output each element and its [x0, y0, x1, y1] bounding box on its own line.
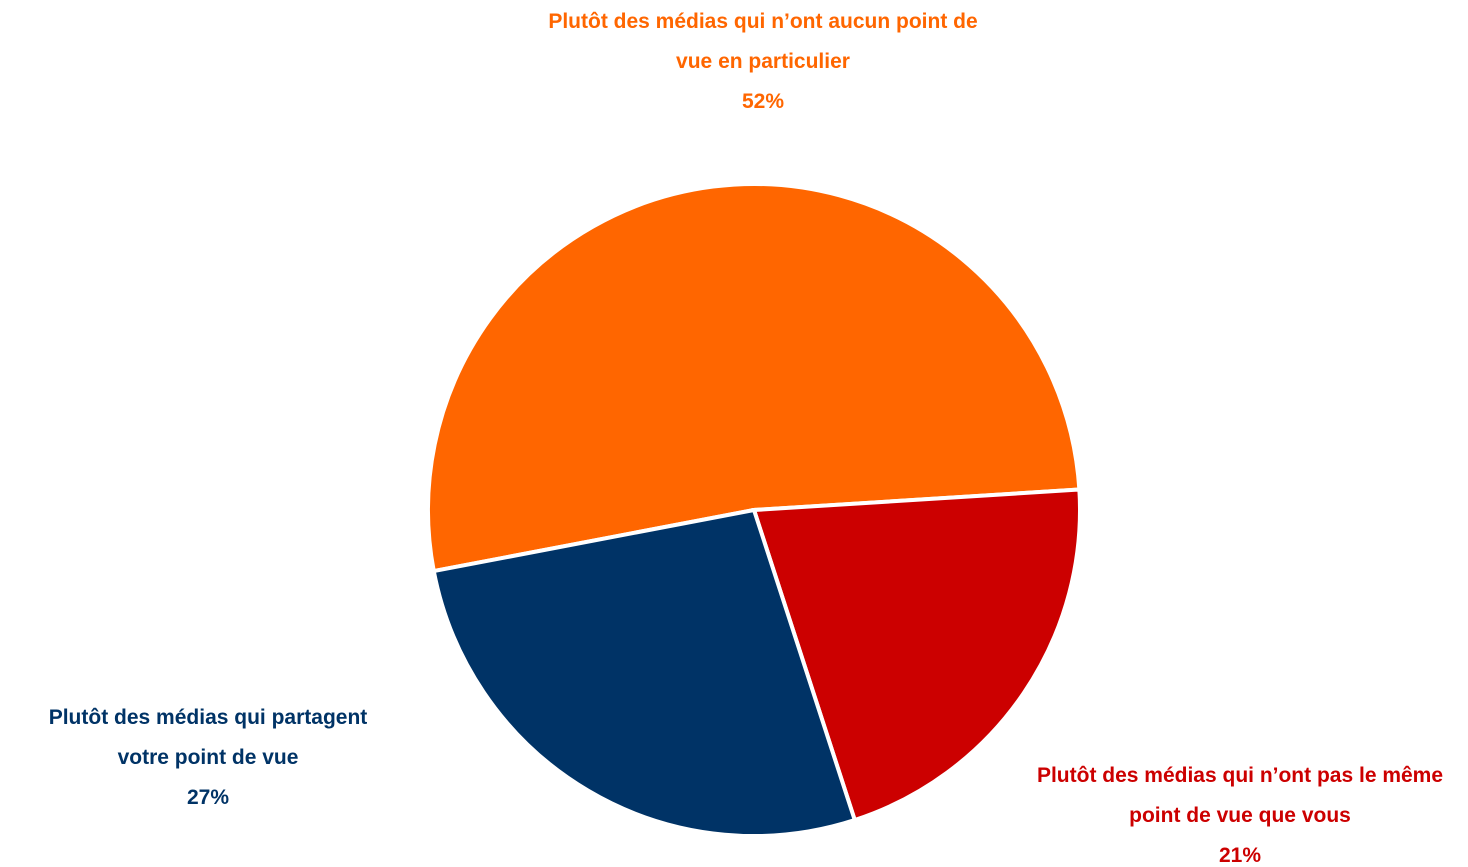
value-label: 52% — [741, 90, 785, 113]
category-label: Plutôt des médias qui n’ont pas le même … — [1036, 764, 1444, 827]
slice-label: Plutôt des médias qui n’ont pas le même … — [1020, 756, 1460, 867]
category-label: Plutôt des médias qui n’ont aucun point … — [548, 10, 978, 73]
value-label: 21% — [1218, 844, 1262, 867]
slice-label: Plutôt des médias qui n’ont aucun point … — [543, 2, 983, 122]
slice-label: Plutôt des médias qui partagent votre po… — [28, 698, 388, 818]
category-label: Plutôt des médias qui partagent votre po… — [48, 706, 368, 769]
pie-slice — [426, 182, 1082, 574]
pie-slice — [751, 487, 1082, 823]
value-label: 27% — [186, 786, 230, 809]
pie-slice — [431, 507, 858, 838]
